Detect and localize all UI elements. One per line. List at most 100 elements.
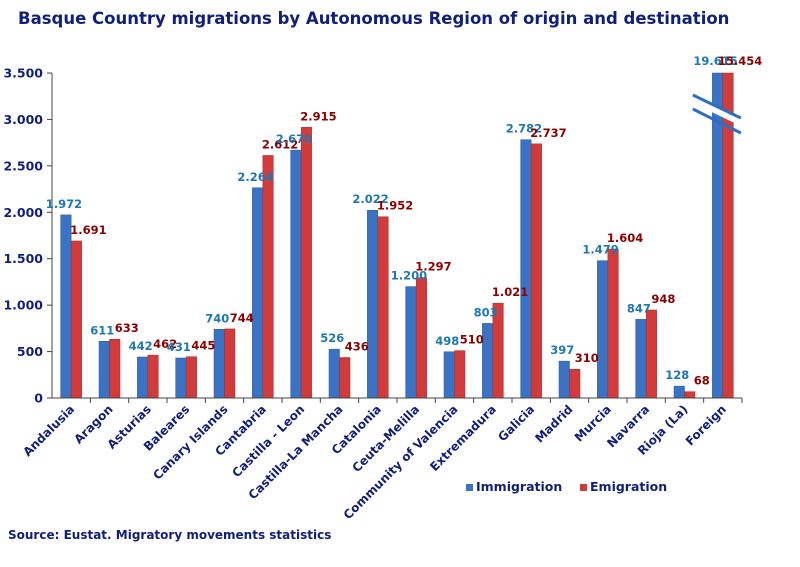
bar-emigration (109, 338, 121, 399)
bar-immigration (443, 351, 455, 399)
data-label-emigration: 510 (460, 333, 484, 347)
y-tick-label: 500 (17, 344, 43, 359)
bar-immigration (252, 187, 264, 399)
bar-immigration (405, 286, 417, 399)
data-label-immigration: 397 (550, 343, 574, 357)
data-label-immigration: 611 (90, 323, 114, 337)
bar-emigration (684, 391, 696, 399)
data-label-emigration: 744 (230, 311, 254, 325)
data-label-emigration: 445 (191, 339, 215, 353)
bar-immigration (673, 385, 685, 399)
bar-emigration (339, 357, 351, 399)
bar-immigration (558, 360, 570, 399)
y-tick-label: 2.500 (3, 158, 43, 173)
data-label-immigration: 498 (435, 334, 459, 348)
data-label-immigration: 847 (627, 301, 651, 315)
data-label-emigration: 310 (575, 351, 599, 365)
data-label-emigration: 1.604 (607, 231, 643, 245)
data-label-immigration: 2.264 (237, 170, 273, 184)
y-tick-label: 1.500 (3, 251, 43, 266)
x-tick-label: Madrid (532, 402, 575, 445)
data-label-emigration: 462 (153, 337, 177, 351)
data-label-immigration: 128 (665, 368, 689, 382)
data-label-emigration: 633 (115, 321, 139, 335)
data-label-immigration: 442 (129, 339, 153, 353)
bar-emigration (300, 127, 312, 399)
data-label-immigration: 19.615 (693, 54, 737, 68)
bar-emigration (185, 356, 197, 399)
data-label-immigration: 1.972 (46, 197, 82, 211)
axis-break (692, 93, 742, 135)
data-label-immigration: 431 (167, 340, 191, 354)
bar-immigration (290, 149, 302, 399)
x-tick-label: Extremadura (427, 402, 499, 474)
data-label-emigration: 15.454 (718, 54, 762, 68)
bar-emigration (569, 368, 581, 399)
bar-immigration (520, 139, 532, 399)
legend-swatch-emigration (580, 484, 587, 491)
bar-emigration (645, 309, 657, 399)
bar-emigration (147, 354, 159, 399)
y-axis: 0 500 1.000 1.500 2.000 2.500 3.000 3.500 (3, 66, 53, 406)
legend-label-emigration: Emigration (590, 479, 667, 494)
bar-immigration (482, 323, 494, 399)
bar-emigration (224, 328, 236, 399)
bar-immigration (328, 348, 340, 399)
legend: Immigration Emigration (466, 479, 667, 494)
source-note: Source: Eustat. Migratory movements stat… (8, 528, 332, 542)
bar-immigration (213, 329, 225, 399)
bar-emigration (70, 240, 82, 399)
data-label-emigration: 1.297 (415, 260, 451, 274)
axis-break-line (692, 107, 742, 135)
data-label-emigration: 1.952 (377, 199, 413, 213)
data-label-emigration: 1.691 (70, 223, 106, 237)
bar-immigration (137, 356, 149, 399)
data-label-immigration: 1.479 (582, 243, 618, 257)
y-tick-label: 1.000 (3, 298, 43, 313)
bar-immigration (175, 357, 187, 399)
y-tick-label: 3.500 (3, 66, 43, 81)
bar-immigration (367, 209, 379, 399)
axis-break-gap (692, 95, 741, 126)
chart-title: Basque Country migrations by Autonomous … (18, 9, 730, 28)
data-label-immigration: 526 (320, 331, 344, 345)
legend-label-immigration: Immigration (476, 479, 562, 494)
bar-emigration (262, 155, 274, 399)
bar-emigration (607, 248, 619, 399)
bars (60, 72, 742, 399)
y-tick-label: 2.000 (3, 205, 43, 220)
data-label-emigration: 948 (651, 292, 675, 306)
data-label-immigration: 2.670 (276, 132, 312, 146)
bar-emigration (415, 277, 427, 399)
data-label-immigration: 2.022 (352, 192, 388, 206)
data-label-emigration: 2.915 (300, 109, 336, 123)
x-tick-label: Foreign (683, 402, 729, 448)
data-label-emigration: 2.612 (262, 137, 298, 151)
x-tick-label: Galicia (495, 402, 537, 444)
bar-immigration (60, 214, 72, 399)
data-label-emigration: 436 (345, 340, 369, 354)
bar-emigration (530, 143, 542, 399)
data-label-immigration: 740 (205, 311, 229, 325)
bar-immigration (98, 341, 110, 399)
y-tick-label: 0 (34, 391, 43, 406)
bar-immigration (635, 319, 647, 399)
y-tick-label: 3.000 (3, 112, 43, 127)
bar-emigration (722, 72, 734, 399)
data-label-emigration: 1.021 (492, 285, 528, 299)
x-tick-label: Andalusia (20, 402, 77, 459)
data-label-emigration: 68 (694, 374, 710, 388)
data-label-immigration: 2.782 (506, 122, 542, 136)
axis-break-line (692, 93, 742, 120)
data-label-emigration: 2.737 (530, 126, 566, 140)
data-label-immigration: 803 (474, 305, 498, 319)
bar-emigration (377, 216, 389, 399)
data-label-immigration: 1.200 (391, 269, 427, 283)
legend-swatch-immigration (466, 484, 473, 491)
x-tick-label: Ceuta-Melilla (350, 402, 423, 475)
bar-immigration (597, 260, 609, 399)
bar-emigration (454, 350, 466, 399)
